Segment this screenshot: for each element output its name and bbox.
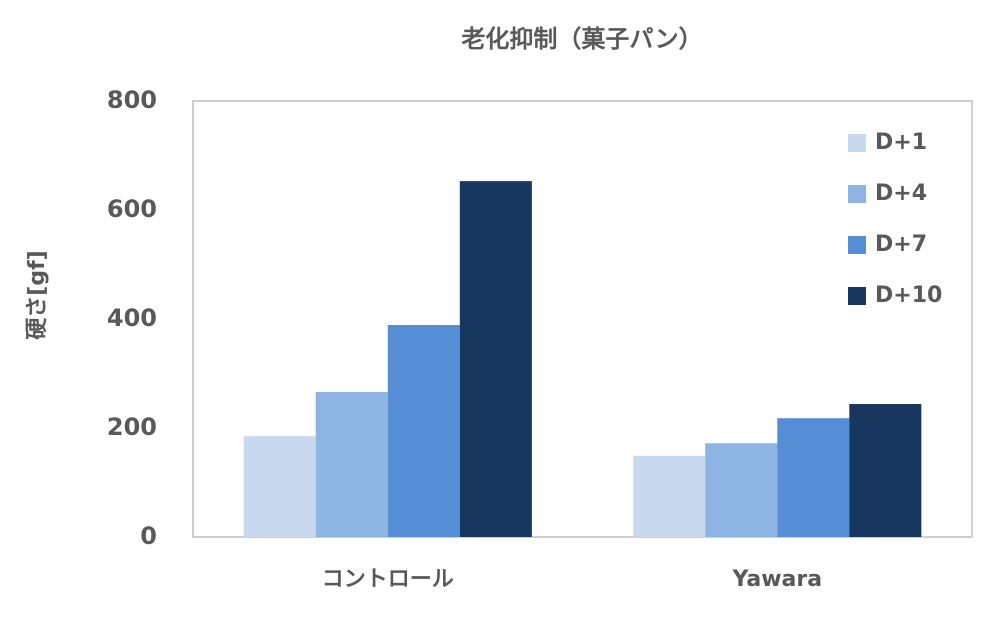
bar (243, 436, 316, 537)
bar (849, 404, 922, 537)
bar (315, 392, 388, 537)
plot-area (192, 100, 973, 538)
y-tick-label: 400 (107, 304, 157, 332)
bar (387, 324, 460, 537)
y-tick-label: 600 (107, 195, 157, 223)
y-tick-label: 0 (140, 522, 157, 550)
bar (459, 181, 532, 538)
bar (705, 443, 778, 537)
legend-label: D+7 (875, 232, 927, 257)
y-tick-label: 200 (107, 413, 157, 441)
y-axis-label: 硬さ[gf] (25, 250, 50, 339)
legend-swatch (848, 185, 866, 203)
legend-label: D+1 (875, 130, 927, 155)
bar (633, 455, 706, 537)
legend-swatch (848, 287, 866, 305)
bar (777, 418, 850, 537)
x-tick-label: コントロール (322, 567, 454, 592)
legend-label: D+4 (875, 181, 927, 206)
legend-swatch (848, 236, 866, 254)
legend-label: D+10 (875, 283, 942, 308)
y-tick-label: 800 (107, 86, 157, 114)
legend-swatch (848, 134, 866, 152)
x-tick-label: Yawara (731, 567, 822, 592)
chart-title: 老化抑制（菓子パン） (461, 25, 702, 53)
